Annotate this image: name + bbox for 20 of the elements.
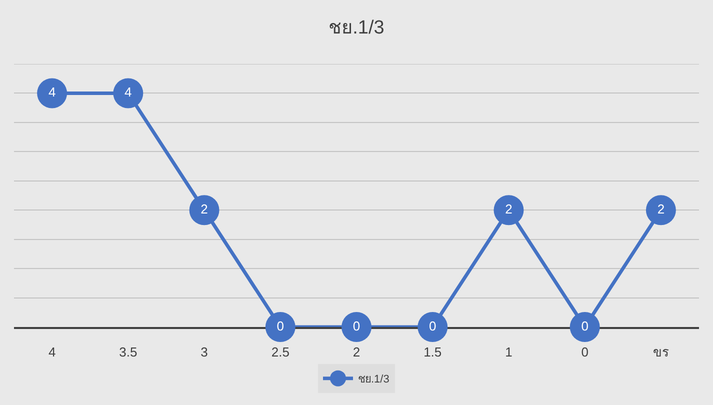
x-tick-label: 3 xyxy=(200,344,208,360)
x-tick-label: 4 xyxy=(48,344,56,360)
data-label: 0 xyxy=(581,318,588,334)
x-tick-label: 1.5 xyxy=(424,344,442,360)
data-label: 2 xyxy=(505,201,512,216)
data-label: 2 xyxy=(200,201,208,216)
data-label: 2 xyxy=(657,201,665,216)
legend-label: ชย.1/3 xyxy=(358,374,390,386)
x-tick-label: 3.5 xyxy=(119,344,138,360)
x-tick-label: 1 xyxy=(505,344,512,360)
x-tick-label: 2.5 xyxy=(271,344,290,360)
data-label: 4 xyxy=(124,84,132,100)
data-label: 0 xyxy=(276,318,284,334)
chart-title: ชย.1/3 xyxy=(328,18,384,39)
data-label: 0 xyxy=(428,318,436,334)
x-tick-label: 0 xyxy=(581,344,588,360)
data-label: 0 xyxy=(352,318,360,334)
x-tick-label: ขร xyxy=(652,344,669,360)
data-label: 4 xyxy=(48,84,56,100)
x-tick-label: 2 xyxy=(352,344,360,360)
